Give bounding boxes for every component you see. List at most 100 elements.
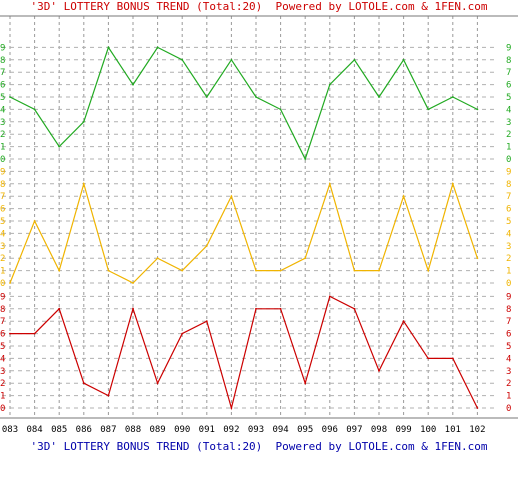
y-tick-label-left: 3 [0, 118, 5, 128]
x-tick-label: 095 [297, 425, 313, 435]
y-tick-label-left: 9 [0, 43, 5, 53]
y-tick-label-right: 9 [506, 167, 511, 177]
y-tick-label-right: 6 [506, 81, 511, 91]
data-point [132, 307, 134, 310]
y-tick-label-left: 8 [0, 305, 5, 315]
y-tick-label-right: 4 [506, 354, 511, 364]
y-tick-label-left: 7 [0, 317, 5, 327]
data-point [451, 96, 454, 98]
x-tick-label: 097 [346, 425, 362, 435]
x-tick-label: 085 [51, 425, 67, 435]
data-point [427, 108, 430, 111]
y-tick-label-left: 2 [0, 130, 5, 140]
y-tick-label-right: 1 [506, 143, 511, 153]
data-point [82, 382, 85, 385]
x-tick-label: 092 [223, 425, 239, 435]
y-tick-label-right: 3 [506, 367, 511, 377]
data-point [205, 244, 208, 247]
data-point [378, 96, 380, 98]
data-point [230, 407, 233, 409]
y-tick-label-right: 1 [506, 392, 511, 402]
data-point [132, 282, 134, 284]
x-tick-label: 094 [272, 425, 288, 435]
data-point [58, 269, 61, 272]
x-tick-label: 099 [395, 425, 411, 435]
y-tick-label-left: 8 [0, 56, 5, 66]
data-point [33, 220, 36, 222]
y-tick-label-left: 8 [0, 180, 5, 190]
y-tick-label-right: 2 [506, 130, 511, 140]
y-tick-label-right: 4 [506, 229, 511, 239]
y-tick-label-left: 4 [0, 354, 5, 364]
data-point [451, 182, 454, 185]
data-point [107, 269, 110, 272]
data-point [107, 394, 110, 397]
y-tick-label-right: 0 [506, 404, 511, 414]
y-tick-label-left: 0 [0, 279, 5, 289]
data-point [328, 83, 331, 86]
data-point [107, 46, 110, 49]
data-point [402, 58, 405, 61]
data-point [304, 382, 307, 385]
y-tick-label-right: 1 [506, 267, 511, 277]
y-tick-label-left: 4 [0, 229, 5, 239]
y-tick-label-right: 4 [506, 105, 511, 115]
data-point [402, 320, 405, 323]
data-point [33, 332, 36, 335]
data-point [328, 182, 331, 185]
y-tick-label-right: 6 [506, 205, 511, 215]
data-point [255, 269, 257, 272]
data-point [476, 407, 479, 409]
y-tick-label-left: 5 [0, 342, 5, 352]
data-point [9, 332, 11, 335]
data-point [58, 307, 61, 310]
x-tick-label: 089 [149, 425, 165, 435]
y-tick-label-right: 0 [506, 279, 511, 289]
data-point [402, 195, 405, 198]
data-point [9, 96, 11, 98]
data-point [132, 83, 134, 86]
y-tick-label-left: 3 [0, 242, 5, 252]
chart-title-bottom: '3D' LOTTERY BONUS TREND (Total:20) Powe… [30, 440, 488, 453]
y-tick-label-right: 7 [506, 192, 511, 202]
data-point [156, 257, 159, 260]
data-point [476, 257, 479, 260]
chart-title-top: '3D' LOTTERY BONUS TREND (Total:20) Powe… [30, 0, 488, 13]
y-tick-label-left: 1 [0, 143, 5, 153]
y-tick-label-left: 0 [0, 155, 5, 165]
series-line-2 [9, 181, 478, 284]
y-tick-label-right: 0 [506, 155, 511, 165]
data-point [230, 58, 233, 61]
data-point [353, 58, 356, 61]
data-point [378, 369, 380, 372]
x-tick-label: 084 [26, 425, 42, 435]
y-tick-label-left: 1 [0, 392, 5, 402]
data-point [82, 182, 85, 185]
x-tick-label: 086 [76, 425, 92, 435]
y-tick-label-left: 3 [0, 367, 5, 377]
x-tick-label: 096 [322, 425, 338, 435]
y-tick-label-right: 9 [506, 43, 511, 53]
data-point [304, 257, 307, 260]
y-tick-label-right: 8 [506, 180, 511, 190]
y-tick-label-left: 4 [0, 105, 5, 115]
data-point [427, 269, 430, 272]
data-point [255, 96, 257, 98]
series-line-3 [10, 295, 478, 411]
y-tick-label-right: 3 [506, 118, 511, 128]
y-tick-label-right: 2 [506, 254, 511, 264]
y-tick-label-right: 5 [506, 217, 511, 227]
x-tick-label: 091 [199, 425, 215, 435]
data-point [9, 282, 11, 284]
y-tick-label-left: 6 [0, 81, 5, 91]
data-point [205, 96, 208, 98]
x-tick-label: 087 [100, 425, 116, 435]
y-tick-label-left: 6 [0, 205, 5, 215]
data-point [427, 357, 430, 360]
y-tick-label-left: 7 [0, 68, 5, 78]
data-point [328, 295, 331, 298]
x-tick-label: 098 [371, 425, 387, 435]
series-line-1 [9, 46, 478, 161]
y-tick-label-right: 3 [506, 242, 511, 252]
